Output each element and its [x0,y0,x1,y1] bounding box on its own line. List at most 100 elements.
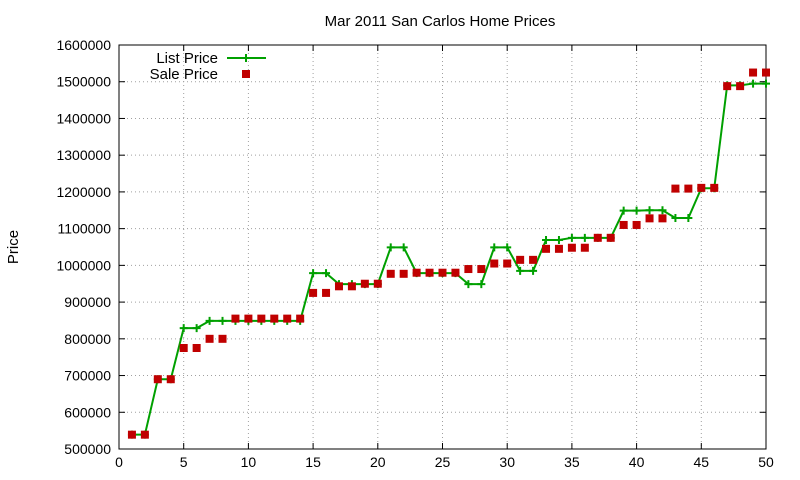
sale-price-point [762,68,770,77]
list-price-point [529,266,538,275]
sale-price-point [244,314,253,323]
y-tick-label: 900000 [64,294,111,310]
list-price-line [131,82,766,436]
sale-price-point [127,430,136,439]
x-tick-label: 45 [694,454,710,470]
list-price-point [490,243,499,252]
sale-price-point [554,244,563,253]
list-price-point [684,213,693,222]
legend-label: List Price [156,50,218,67]
sale-price-point [645,214,654,223]
x-tick-label: 5 [180,454,188,470]
sale-price-point [619,220,628,229]
list-price-point [658,206,667,215]
legend-plus-marker [242,54,250,62]
sale-price-point [257,314,266,323]
y-tick-label: 700000 [64,368,111,384]
sale-price-point [334,282,343,291]
list-price-point [179,324,188,333]
x-tick-label: 15 [305,454,321,470]
x-tick-label: 25 [435,454,451,470]
list-price-point [309,269,318,278]
sale-price-point [166,375,175,384]
series-layer [127,68,770,439]
sale-price-point [658,214,667,223]
y-tick-label: 1100000 [58,221,112,237]
legend-label: Sale Price [150,66,218,83]
sale-price-point [309,288,318,297]
plot-border [118,44,767,450]
x-tick-label: 50 [758,454,774,470]
sale-price-point [529,255,538,264]
list-price-point [218,316,227,325]
axes [118,44,767,450]
x-tick-label: 0 [115,454,123,470]
series-sale-price [127,68,770,439]
list-price-point [632,206,641,215]
sale-price-point [179,344,188,352]
list-price-point [567,233,576,242]
series-list-price [127,79,770,439]
sale-price-point [477,265,486,274]
sale-price-point [710,183,719,192]
list-price-point [619,206,628,215]
x-tick-label: 40 [629,454,645,470]
sale-price-point [516,255,525,264]
sale-price-point [192,344,201,352]
sale-price-point [270,314,279,323]
sale-price-point [567,243,576,252]
x-tick-label: 30 [499,454,515,470]
list-price-point [322,269,331,278]
sale-price-point [231,314,240,323]
sale-price-point [451,268,460,277]
y-tick-label: 1500000 [56,74,111,90]
sale-price-point [671,184,680,193]
x-tick-label: 35 [564,454,580,470]
x-tick-label: 10 [241,454,257,470]
list-price-point [192,324,201,333]
sale-price-point [322,288,331,297]
y-tick-label: 800000 [64,331,111,347]
sale-price-point [399,269,408,278]
x-tick-label: 20 [370,454,386,470]
sale-price-point [580,243,589,252]
list-price-point [645,206,654,215]
sale-price-point [153,375,162,384]
sale-price-point [464,265,473,274]
sale-price-point [684,184,693,193]
sale-price-point [632,220,641,229]
y-tick-label: 1400000 [56,110,111,126]
sale-price-point [205,334,214,343]
list-price-point [554,236,563,245]
list-price-point [749,79,758,88]
y-tick-label: 1200000 [56,184,111,200]
list-price-point [516,266,525,275]
y-tick-label: 1300000 [56,147,111,163]
chart-title: Mar 2011 San Carlos Home Prices [325,13,556,30]
list-price-point [580,233,589,242]
list-price-point [477,280,486,289]
sale-price-point [283,314,292,323]
sale-price-point [360,279,369,288]
y-tick-label: 600000 [64,404,111,420]
sale-price-point [296,314,305,323]
list-price-point [503,243,512,252]
sale-price-point [736,82,745,91]
list-price-point [386,243,395,252]
sale-price-point [412,268,421,277]
sale-price-point [593,233,602,242]
sale-price-point [347,282,356,291]
sale-price-point [373,279,382,288]
list-price-point [671,213,680,222]
sale-price-point [218,334,227,343]
y-tick-label: 500000 [64,441,111,457]
sale-price-point [386,269,395,278]
y-tick-label: 1600000 [56,37,111,53]
sale-price-point [438,268,447,277]
list-price-point [399,243,408,252]
sale-price-point [606,233,615,242]
grid-lines [119,45,766,449]
sale-price-point [490,259,499,268]
